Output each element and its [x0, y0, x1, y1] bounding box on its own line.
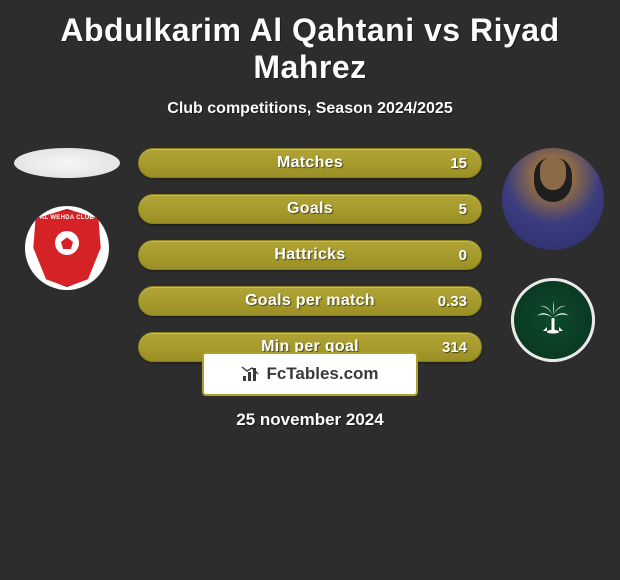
stat-value-right: 5 — [459, 201, 467, 218]
player-left-silhouette — [14, 148, 120, 178]
stat-bars: Matches 15 Goals 5 Hattricks 0 Goals per… — [138, 148, 482, 362]
club-left-badge: AL WEHDA CLUB — [25, 206, 109, 290]
stat-value-right: 15 — [450, 155, 467, 172]
stat-label: Goals per match — [245, 292, 375, 310]
bar-chart-icon — [241, 365, 261, 383]
left-column: AL WEHDA CLUB — [8, 148, 126, 290]
stat-bar-hattricks: Hattricks 0 — [138, 240, 482, 270]
stat-label: Matches — [277, 154, 343, 172]
stat-bar-goals-per-match: Goals per match 0.33 — [138, 286, 482, 316]
al-wehda-shield-icon: AL WEHDA CLUB — [32, 209, 102, 287]
brand-badge[interactable]: FcTables.com — [202, 352, 418, 396]
stat-value-right: 0.33 — [438, 293, 467, 310]
brand-label: FcTables.com — [266, 364, 378, 384]
comparison-card: Abdulkarim Al Qahtani vs Riyad Mahrez Cl… — [0, 0, 620, 580]
subtitle: Club competitions, Season 2024/2025 — [0, 100, 620, 118]
page-title: Abdulkarim Al Qahtani vs Riyad Mahrez — [0, 0, 620, 86]
stat-bar-matches: Matches 15 — [138, 148, 482, 178]
club-left-label: AL WEHDA CLUB — [32, 215, 102, 221]
stat-value-right: 0 — [459, 247, 467, 264]
club-right-badge — [511, 278, 595, 362]
player-right-photo — [502, 148, 604, 250]
stat-value-right: 314 — [442, 339, 467, 356]
stat-label: Hattricks — [274, 246, 345, 264]
right-column — [494, 148, 612, 362]
stat-bar-goals: Goals 5 — [138, 194, 482, 224]
al-ahli-badge-icon — [511, 278, 595, 362]
stat-label: Goals — [287, 200, 333, 218]
palm-tree-icon — [533, 298, 573, 338]
date-label: 25 november 2024 — [0, 410, 620, 430]
